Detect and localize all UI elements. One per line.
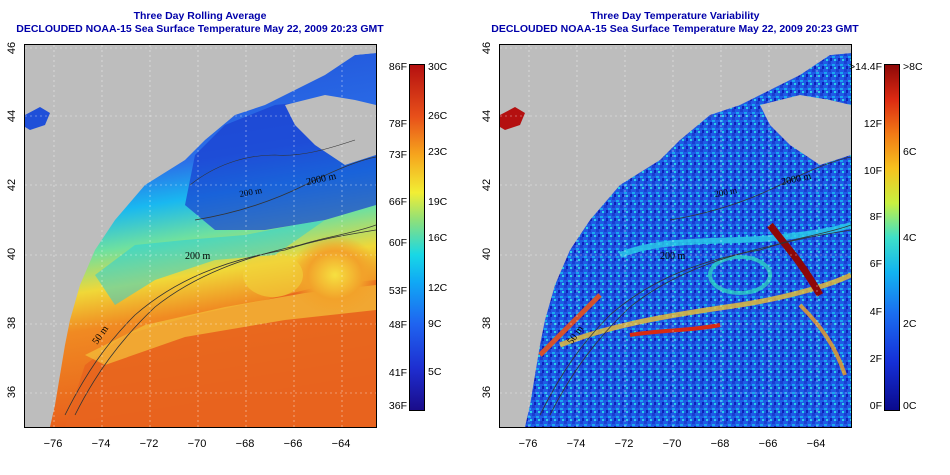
colorbar-label-c: 26C (428, 110, 448, 122)
lon-tick-66: −66 (283, 438, 303, 450)
colorbar-label-c: 5C (428, 366, 442, 378)
lon-tick-70: −70 (662, 438, 682, 450)
lon-tick-74: −74 (566, 438, 586, 450)
sst-variability-map[interactable]: 2000 m 200 m 50 m 200 m (499, 44, 852, 428)
colorbar-label-f: 6F (869, 258, 882, 270)
lat-tick-38: 38 (6, 316, 18, 330)
lon-tick-68: −68 (235, 438, 255, 450)
colorbar-label-f: 0F (869, 400, 882, 412)
colorbar-label-f: 60F (388, 237, 407, 249)
panel-title: Three Day Temperature Variability (590, 10, 760, 22)
colorbar-label-c: 16C (428, 232, 448, 244)
lon-tick-70: −70 (187, 438, 207, 450)
colorbar-label-f: >14.4F (849, 61, 882, 73)
colorbar-label-f: 48F (388, 319, 407, 331)
lat-tick-36: 36 (6, 385, 18, 399)
contour-label-200m: 200 m (660, 251, 686, 262)
colorbar-label-f: 10F (863, 165, 882, 177)
sst-average-map[interactable]: 2000 m 200 m 50 m 200 m (24, 44, 377, 428)
colorbar-label-c: 23C (428, 146, 448, 158)
lat-tick-44: 44 (481, 109, 493, 123)
lat-tick-44: 44 (6, 109, 18, 123)
lon-tick-74: −74 (91, 438, 111, 450)
lon-tick-68: −68 (710, 438, 730, 450)
lat-tick-36: 36 (481, 385, 493, 399)
variability-map-graphic: 2000 m 200 m 50 m 200 m (500, 45, 851, 427)
lon-tick-72: −72 (614, 438, 634, 450)
lat-tick-46: 46 (481, 41, 493, 55)
lon-tick-66: −66 (758, 438, 778, 450)
colorbar-label-f: 2F (869, 353, 882, 365)
lon-tick-76: −76 (518, 438, 538, 450)
lon-tick-64: −64 (806, 438, 826, 450)
panel-subtitle: DECLOUDED NOAA-15 Sea Surface Temperatur… (491, 23, 859, 35)
variability-colorbar (884, 64, 900, 411)
lat-tick-42: 42 (6, 178, 18, 192)
contour-label-200m-north: 200 m (714, 185, 738, 199)
contour-label-200m-north: 200 m (239, 185, 263, 199)
colorbar-label-f: 8F (869, 211, 882, 223)
colorbar-label-f: 36F (388, 400, 407, 412)
colorbar-label-f: 12F (863, 118, 882, 130)
colorbar-label-c: >8C (903, 61, 923, 73)
colorbar-label-c: 19C (428, 196, 448, 208)
panel-subtitle: DECLOUDED NOAA-15 Sea Surface Temperatur… (16, 23, 384, 35)
lon-tick-64: −64 (331, 438, 351, 450)
lon-tick-72: −72 (139, 438, 159, 450)
colorbar-label-f: 66F (388, 196, 407, 208)
lat-tick-42: 42 (481, 178, 493, 192)
colorbar-label-c: 6C (903, 146, 917, 158)
sst-average-panel: Three Day Rolling Average DECLOUDED NOAA… (6, 10, 448, 450)
lat-tick-38: 38 (481, 316, 493, 330)
contour-label-200m: 200 m (185, 251, 211, 262)
temperature-colorbar (409, 64, 425, 411)
lat-tick-40: 40 (6, 247, 18, 261)
colorbar-label-f: 86F (388, 61, 407, 73)
colorbar-label-f: 73F (388, 149, 407, 161)
colorbar-label-f: 78F (388, 118, 407, 130)
colorbar-label-c: 30C (428, 61, 448, 73)
sst-variability-panel: Three Day Temperature Variability DECLOU… (475, 0, 950, 475)
colorbar-label-c: 0C (903, 400, 917, 412)
panel-title: Three Day Rolling Average (133, 10, 267, 22)
colorbar-label-f: 4F (869, 306, 882, 318)
colorbar-label-c: 2C (903, 318, 917, 330)
sst-map-graphic: 2000 m 200 m 50 m 200 m (25, 45, 376, 427)
lat-tick-46: 46 (6, 41, 18, 55)
colorbar-label-c: 12C (428, 282, 448, 294)
lon-tick-76: −76 (43, 438, 63, 450)
lat-tick-40: 40 (481, 247, 493, 261)
colorbar-label-c: 4C (903, 232, 917, 244)
colorbar-label-f: 41F (388, 367, 407, 379)
colorbar-label-c: 9C (428, 318, 442, 330)
colorbar-label-f: 53F (388, 285, 407, 297)
